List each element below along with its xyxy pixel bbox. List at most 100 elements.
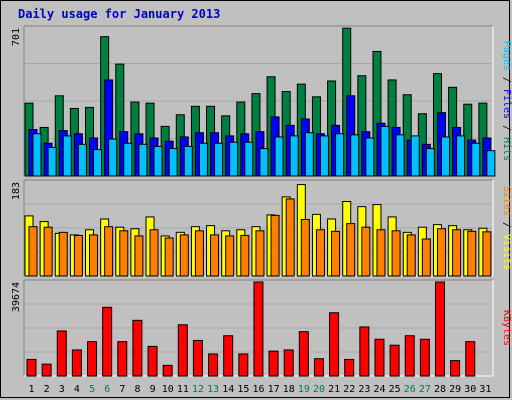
kbytes-kbytes-bar-2 bbox=[41, 363, 52, 377]
kbytes-kbytes-bar-10 bbox=[162, 364, 173, 377]
visits-sites-bar-9 bbox=[149, 229, 159, 277]
x-tick-day-7: 7 bbox=[119, 384, 125, 395]
visits-sites-bar-7 bbox=[119, 230, 129, 277]
kbytes-panel: 39674 KBytes bbox=[11, 279, 512, 377]
requests-pages-bar-27 bbox=[425, 148, 435, 177]
kbytes-kbytes-bar-9 bbox=[147, 345, 158, 377]
legend-kbytes: KBytes bbox=[501, 310, 512, 346]
kbytes-kbytes-bar-14 bbox=[223, 335, 234, 377]
kbytes-legend: KBytes bbox=[501, 310, 512, 346]
requests-ymax-label: 701 bbox=[11, 28, 22, 46]
visits-sites-bar-21 bbox=[331, 230, 341, 277]
x-tick-day-1: 1 bbox=[29, 384, 35, 395]
kbytes-kbytes-bar-25 bbox=[389, 344, 400, 377]
visits-sites-bar-17 bbox=[270, 214, 280, 277]
visits-sites-bar-23 bbox=[361, 226, 371, 277]
legend-sites: Sites bbox=[501, 186, 512, 216]
legend-pages: Pages bbox=[501, 41, 512, 71]
x-tick-day-18: 18 bbox=[283, 384, 295, 395]
requests-pages-bar-17 bbox=[274, 136, 284, 177]
visits-sites-bar-15 bbox=[240, 234, 250, 277]
visits-sites-bar-19 bbox=[300, 218, 310, 277]
visits-sites-bar-10 bbox=[164, 237, 174, 277]
requests-pages-bar-16 bbox=[259, 148, 269, 177]
requests-pages-bar-3 bbox=[62, 135, 72, 177]
x-tick-day-17: 17 bbox=[268, 384, 280, 395]
requests-pages-bar-11 bbox=[183, 145, 193, 177]
kbytes-ymax-label: 39674 bbox=[11, 282, 22, 312]
requests-pages-bar-24 bbox=[380, 125, 390, 177]
x-tick-day-9: 9 bbox=[150, 384, 156, 395]
requests-pages-bar-26 bbox=[410, 135, 420, 177]
x-tick-day-6: 6 bbox=[104, 384, 110, 395]
x-tick-day-8: 8 bbox=[134, 384, 140, 395]
visits-ymax-label: 183 bbox=[11, 182, 22, 200]
visits-sites-bar-28 bbox=[436, 228, 446, 277]
kbytes-kbytes-bar-30 bbox=[465, 341, 476, 377]
kbytes-kbytes-bar-28 bbox=[434, 281, 445, 377]
x-tick-day-24: 24 bbox=[374, 384, 386, 395]
requests-pages-bar-25 bbox=[395, 134, 405, 177]
kbytes-kbytes-bar-18 bbox=[283, 349, 294, 377]
visits-sites-bar-6 bbox=[104, 226, 114, 277]
x-tick-day-31: 31 bbox=[479, 384, 491, 395]
requests-pages-bar-31 bbox=[486, 150, 496, 177]
requests-pages-bar-28 bbox=[440, 136, 450, 177]
requests-pages-bar-10 bbox=[168, 148, 178, 177]
visits-sites-bar-1 bbox=[28, 226, 38, 277]
x-tick-day-25: 25 bbox=[389, 384, 401, 395]
visits-sites-bar-12 bbox=[194, 230, 204, 277]
legend-files: Files bbox=[501, 89, 512, 119]
x-tick-day-14: 14 bbox=[222, 384, 234, 395]
kbytes-kbytes-bar-29 bbox=[450, 360, 461, 377]
x-tick-day-5: 5 bbox=[89, 384, 95, 395]
kbytes-kbytes-bar-3 bbox=[56, 330, 67, 377]
requests-pages-bar-1 bbox=[32, 133, 42, 177]
requests-pages-bar-14 bbox=[229, 141, 239, 177]
kbytes-kbytes-bar-5 bbox=[87, 341, 98, 377]
kbytes-kbytes-bar-7 bbox=[117, 341, 128, 377]
kbytes-kbytes-bar-15 bbox=[238, 353, 249, 377]
chart-title: Daily usage for January 2013 bbox=[18, 7, 220, 21]
visits-sites-bar-27 bbox=[421, 238, 431, 277]
x-tick-day-22: 22 bbox=[343, 384, 355, 395]
requests-pages-bar-15 bbox=[244, 141, 254, 177]
kbytes-kbytes-bar-1 bbox=[26, 358, 37, 377]
x-tick-day-29: 29 bbox=[449, 384, 461, 395]
requests-pages-bar-22 bbox=[350, 134, 360, 177]
x-tick-day-3: 3 bbox=[59, 384, 65, 395]
kbytes-kbytes-bar-21 bbox=[329, 312, 340, 377]
x-tick-day-4: 4 bbox=[74, 384, 80, 395]
visits-sites-bar-5 bbox=[89, 234, 99, 277]
x-tick-day-12: 12 bbox=[192, 384, 204, 395]
x-tick-day-10: 10 bbox=[162, 384, 174, 395]
kbytes-kbytes-bar-26 bbox=[404, 335, 415, 377]
kbytes-kbytes-bar-6 bbox=[102, 306, 113, 377]
visits-sites-bar-11 bbox=[179, 234, 189, 277]
requests-pages-bar-6 bbox=[108, 138, 118, 177]
kbytes-kbytes-bar-17 bbox=[268, 350, 279, 377]
requests-pages-bar-2 bbox=[47, 146, 57, 177]
visits-sites-bar-16 bbox=[255, 230, 265, 277]
x-tick-day-20: 20 bbox=[313, 384, 325, 395]
requests-pages-bar-30 bbox=[471, 142, 481, 177]
visits-sites-bar-8 bbox=[134, 235, 144, 277]
kbytes-kbytes-bar-13 bbox=[208, 353, 219, 377]
requests-pages-bar-12 bbox=[198, 142, 208, 177]
visits-sites-bar-14 bbox=[225, 235, 235, 277]
x-tick-day-27: 27 bbox=[419, 384, 431, 395]
visits-sites-bar-30 bbox=[467, 230, 477, 277]
x-tick-day-19: 19 bbox=[298, 384, 310, 395]
visits-legend: Sites / Visits bbox=[501, 186, 512, 270]
visits-sites-bar-13 bbox=[210, 234, 220, 277]
requests-pages-bar-21 bbox=[335, 133, 345, 177]
visits-sites-bar-3 bbox=[58, 231, 68, 277]
visits-sites-bar-31 bbox=[482, 231, 492, 277]
requests-pages-bar-23 bbox=[365, 137, 375, 177]
x-tick-day-15: 15 bbox=[237, 384, 249, 395]
visits-sites-bar-26 bbox=[406, 234, 416, 277]
requests-legend: Pages / Files / Hits bbox=[501, 41, 512, 161]
requests-pages-bar-20 bbox=[319, 135, 329, 177]
